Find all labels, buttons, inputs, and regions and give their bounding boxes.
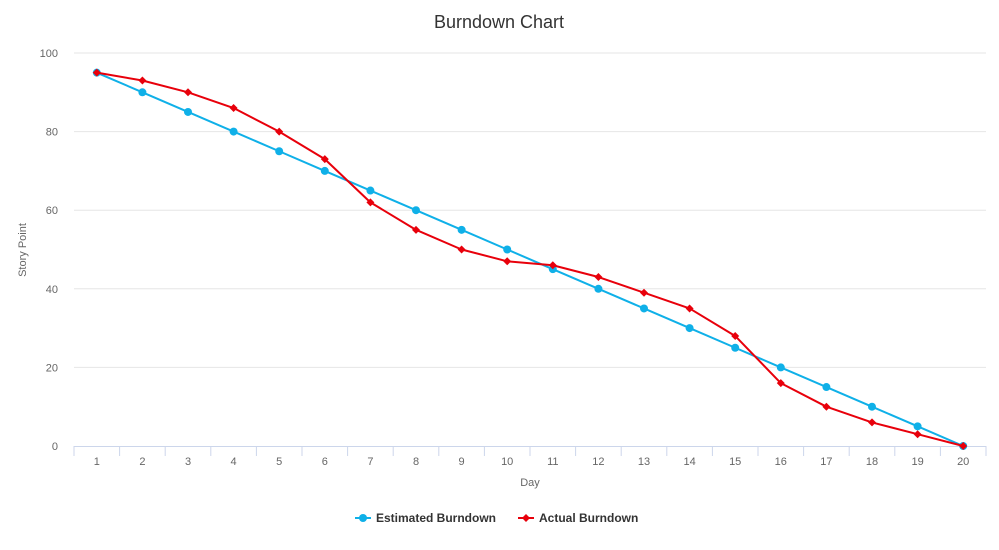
data-point[interactable]: [822, 402, 831, 411]
x-tick-label: 14: [683, 456, 695, 468]
y-tick-label: 20: [46, 362, 58, 374]
data-point[interactable]: [731, 343, 740, 352]
x-tick-label: 18: [866, 456, 878, 468]
data-point[interactable]: [776, 379, 785, 388]
legend-label: Estimated Burndown: [376, 511, 496, 525]
x-axis-title: Day: [520, 477, 540, 489]
x-tick-label: 4: [231, 456, 237, 468]
legend-label: Actual Burndown: [539, 511, 638, 525]
data-point[interactable]: [275, 127, 284, 136]
data-point[interactable]: [503, 257, 512, 266]
x-tick-label: 13: [638, 456, 650, 468]
legend-item[interactable]: Estimated Burndown: [355, 511, 496, 525]
data-point[interactable]: [229, 127, 238, 136]
x-axis: 1 2 3 4 5 6 7 8 9 10 11 12 13 14 15 16 17 18 19 20: [73, 446, 987, 468]
x-tick-label: 15: [729, 456, 741, 468]
data-point[interactable]: [548, 261, 557, 270]
x-tick-label: 9: [459, 456, 465, 468]
x-tick-label: 5: [276, 456, 282, 468]
data-point[interactable]: [822, 383, 831, 392]
x-tick-label: 6: [322, 456, 328, 468]
series-layer: [92, 68, 968, 450]
data-point[interactable]: [138, 76, 147, 85]
x-tick-label: 8: [413, 456, 419, 468]
data-point[interactable]: [184, 107, 192, 116]
data-point[interactable]: [731, 331, 740, 340]
data-point[interactable]: [275, 147, 284, 156]
legend: Estimated Burndown Actual Burndown: [355, 511, 638, 525]
series-1: [92, 68, 968, 450]
data-point[interactable]: [457, 225, 466, 234]
data-point[interactable]: [640, 304, 648, 313]
data-point[interactable]: [184, 88, 192, 97]
data-point[interactable]: [320, 166, 329, 175]
y-axis-ticks: 0 20 40 60 80 100: [40, 48, 58, 453]
x-tick-label: 11: [547, 456, 558, 468]
data-point[interactable]: [685, 324, 694, 333]
y-tick-label: 100: [40, 48, 58, 60]
data-point[interactable]: [913, 430, 922, 439]
x-tick-label: 10: [501, 456, 513, 468]
data-point[interactable]: [503, 245, 512, 254]
data-point[interactable]: [913, 422, 922, 431]
data-point[interactable]: [92, 68, 101, 77]
data-point[interactable]: [685, 304, 694, 313]
x-tick-label: 20: [957, 456, 969, 468]
y-tick-label: 40: [46, 284, 58, 296]
data-point[interactable]: [229, 104, 238, 113]
data-point[interactable]: [412, 206, 420, 215]
y-tick-label: 0: [52, 441, 58, 453]
data-point[interactable]: [412, 225, 420, 234]
x-tick-label: 2: [139, 456, 145, 468]
data-point[interactable]: [959, 442, 968, 450]
grid-lines: [74, 52, 986, 368]
series-line: [95, 71, 965, 447]
data-point[interactable]: [457, 245, 466, 254]
data-point[interactable]: [320, 155, 329, 164]
series-line: [95, 71, 965, 447]
chart-title: Burndown Chart: [434, 12, 564, 32]
x-tick-label: 17: [820, 456, 832, 468]
x-tick-label: 7: [367, 456, 373, 468]
data-point[interactable]: [138, 88, 147, 97]
legend-marker: [522, 514, 530, 522]
data-point[interactable]: [366, 186, 375, 195]
y-tick-label: 80: [46, 127, 58, 139]
data-point[interactable]: [868, 402, 876, 411]
x-tick-label: 3: [185, 456, 191, 468]
series-2: [92, 68, 968, 450]
data-point[interactable]: [640, 288, 648, 297]
data-point[interactable]: [868, 418, 876, 427]
x-tick-label: 1: [94, 456, 100, 468]
y-axis-title: Story Point: [17, 223, 29, 277]
legend-item[interactable]: Actual Burndown: [518, 511, 638, 525]
data-point[interactable]: [594, 273, 603, 282]
data-point[interactable]: [776, 363, 785, 372]
x-tick-label: 19: [911, 456, 923, 468]
x-tick-label: 12: [592, 456, 604, 468]
data-point[interactable]: [594, 284, 603, 293]
legend-marker: [359, 514, 367, 522]
data-point[interactable]: [366, 198, 375, 207]
x-tick-label: 16: [775, 456, 787, 468]
y-tick-label: 60: [46, 205, 58, 217]
